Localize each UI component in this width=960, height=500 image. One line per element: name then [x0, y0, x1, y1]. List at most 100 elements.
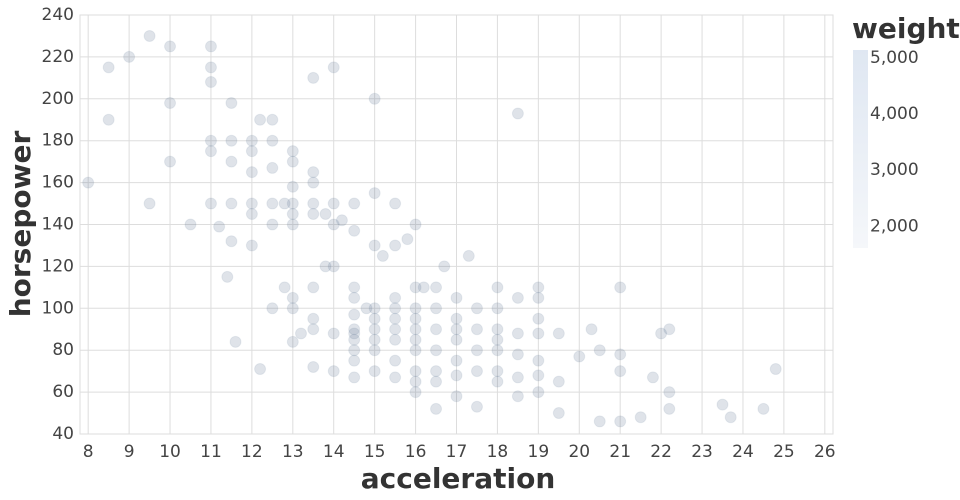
point — [491, 302, 504, 315]
x-tick-label: 19 — [528, 442, 550, 462]
point — [552, 375, 565, 388]
point — [278, 281, 291, 294]
point — [368, 344, 381, 357]
point — [102, 61, 115, 74]
point — [634, 411, 647, 424]
point — [286, 302, 299, 315]
legend-gradient — [853, 50, 868, 248]
point — [245, 145, 258, 158]
x-tick-label: 21 — [609, 442, 631, 462]
point — [614, 365, 627, 378]
y-tick-label: 100 — [42, 298, 74, 318]
y-tick-label: 80 — [52, 340, 74, 360]
point — [307, 360, 320, 373]
x-tick-label: 9 — [124, 442, 135, 462]
point — [450, 369, 463, 382]
point — [225, 235, 238, 248]
point — [348, 197, 361, 210]
point — [409, 218, 422, 231]
x-tick-label: 25 — [773, 442, 795, 462]
point — [430, 281, 443, 294]
point — [376, 249, 389, 262]
point — [266, 197, 279, 210]
x-tick-label: 22 — [650, 442, 672, 462]
point — [614, 415, 627, 428]
point — [286, 208, 299, 221]
point — [245, 208, 258, 221]
point — [491, 333, 504, 346]
point — [409, 344, 422, 357]
point — [307, 323, 320, 336]
point — [552, 327, 565, 340]
point — [409, 312, 422, 325]
point — [221, 270, 234, 283]
point — [417, 281, 430, 294]
point — [511, 327, 524, 340]
point — [307, 176, 320, 189]
x-tick-label: 26 — [814, 442, 836, 462]
point — [327, 61, 340, 74]
point — [532, 369, 545, 382]
point — [368, 239, 381, 252]
point — [614, 348, 627, 361]
point — [307, 208, 320, 221]
point — [389, 371, 402, 384]
point — [327, 218, 340, 231]
x-tick-label: 23 — [691, 442, 713, 462]
point — [470, 365, 483, 378]
point — [769, 363, 782, 376]
point — [450, 323, 463, 336]
point — [278, 197, 291, 210]
y-tick-label: 140 — [42, 215, 74, 235]
point — [123, 50, 136, 63]
x-tick-label: 18 — [487, 442, 509, 462]
point — [409, 323, 422, 336]
point — [204, 76, 217, 89]
point — [511, 291, 524, 304]
x-tick-label: 14 — [323, 442, 345, 462]
point — [327, 365, 340, 378]
point — [389, 239, 402, 252]
point — [164, 155, 177, 168]
x-tick-label: 13 — [282, 442, 304, 462]
point — [430, 375, 443, 388]
point — [409, 281, 422, 294]
point — [655, 327, 668, 340]
point — [663, 323, 676, 336]
point — [532, 327, 545, 340]
point — [245, 197, 258, 210]
point — [470, 323, 483, 336]
point — [327, 260, 340, 273]
point — [348, 281, 361, 294]
y-tick-label: 240 — [42, 5, 74, 25]
point — [213, 220, 226, 233]
point — [389, 333, 402, 346]
point — [254, 363, 267, 376]
point — [307, 166, 320, 179]
point — [450, 291, 463, 304]
point — [204, 40, 217, 53]
point — [491, 323, 504, 336]
point — [491, 375, 504, 388]
point — [143, 197, 156, 210]
point — [348, 327, 361, 340]
point — [348, 344, 361, 357]
point — [663, 402, 676, 415]
point — [327, 197, 340, 210]
point — [286, 335, 299, 348]
legend-label: 5,000 — [870, 48, 919, 68]
point — [389, 312, 402, 325]
point — [389, 323, 402, 336]
point — [724, 411, 737, 424]
point — [204, 145, 217, 158]
point — [470, 302, 483, 315]
point — [266, 302, 279, 315]
legend-title: weight — [852, 12, 960, 45]
point — [286, 145, 299, 158]
point — [360, 302, 373, 315]
point — [573, 350, 586, 363]
point — [450, 390, 463, 403]
point — [348, 333, 361, 346]
point — [245, 134, 258, 147]
point — [646, 371, 659, 384]
